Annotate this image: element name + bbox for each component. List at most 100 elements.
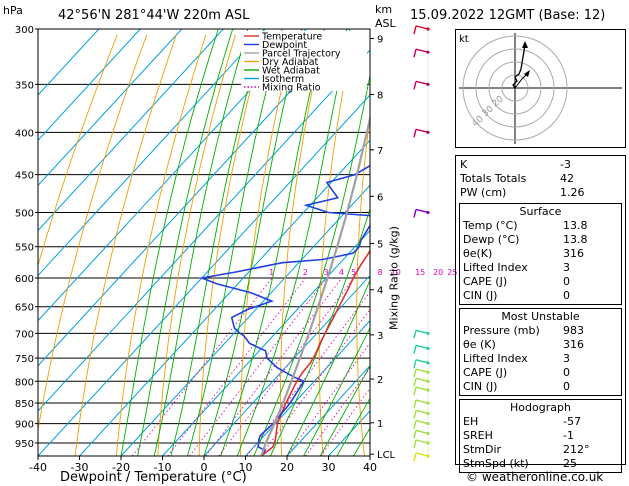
hodograph_table-row: SREH -1 (463, 429, 618, 443)
most_unstable-label: θe (K) (463, 338, 496, 351)
wind-barb-icon (413, 399, 417, 409)
hodograph_table-value: 25 (563, 457, 577, 470)
wind-barb-dot (426, 454, 430, 458)
isotherm-line (79, 139, 370, 456)
mixing-ratio-label: 15 (415, 268, 425, 277)
height-tick-label: 2 (377, 375, 383, 386)
most_unstable-value: 0 (563, 380, 570, 393)
wind-barb-icon (413, 129, 417, 138)
hodograph_table-value: -57 (563, 415, 581, 428)
temperature-tick-label: -30 (71, 461, 89, 474)
isotherm-line (38, 29, 266, 277)
isotherm-line (38, 49, 370, 412)
x-axis-title: Dewpoint / Temperature (°C) (60, 470, 247, 485)
wet-adiabat-line (236, 29, 351, 456)
pressure-tick-label: 550 (15, 243, 34, 254)
pressure-tick-label: 650 (15, 303, 34, 314)
pressure-unit-label: hPa (3, 4, 23, 17)
most_unstable-label: Lifted Index (463, 352, 528, 365)
hodograph: kt 20 30 40 (455, 29, 626, 148)
wind-barb-icon (413, 25, 417, 35)
wind-barb-icon (415, 359, 429, 364)
wet-adiabat-line (203, 29, 303, 456)
legend-entry: Isotherm (262, 74, 304, 85)
wind-barb-dot (426, 370, 430, 374)
surface-rows: Temp (°C) 13.8 Dewp (°C) 13.8 θe(K) 316 Lifted… (460, 219, 621, 304)
wet-adiabat-line (186, 29, 283, 456)
datetime-title: 15.09.2022 12GMT (Base: 12) (410, 8, 606, 23)
hodograph_table-value: -1 (563, 429, 574, 442)
mixing-ratio-label: 8 (378, 268, 383, 277)
pressure-tick-label: 750 (15, 354, 34, 365)
most_unstable-label: Pressure (mb) (463, 324, 540, 337)
wind-barb-icon (415, 25, 429, 30)
hodograph_table-label: EH (463, 415, 479, 428)
height-unit-label: km (375, 3, 393, 16)
wet-adiabat-line (137, 29, 234, 456)
mixing-ratio-label: 20 (433, 268, 443, 277)
wind-barb-icon (415, 48, 429, 53)
hodograph_table-row: EH -57 (463, 415, 618, 429)
wind-barb-icon (415, 452, 429, 457)
surface-value: 316 (563, 247, 584, 260)
indices-top-rows: K -3 Totals Totals 42 PW (cm) 1.26 (456, 156, 625, 200)
dry-adiabat-line (428, 35, 447, 456)
wet-adiabat-line (153, 29, 249, 456)
height-tick-label: 7 (377, 146, 383, 157)
wind-barb-icon (413, 359, 417, 369)
temperature-tick-label: -20 (112, 461, 130, 474)
hodograph-trace (512, 44, 526, 89)
most_unstable-row: Lifted Index 3 (463, 352, 618, 366)
temperature-tick-label: 10 (239, 461, 253, 474)
mixing-ratio-line (246, 291, 370, 456)
indices-row: PW (cm) 1.26 (460, 186, 621, 200)
height-tick-label: 6 (377, 192, 383, 203)
hodograph_table-label: StmDir (463, 443, 502, 456)
indices-value: 42 (560, 172, 574, 185)
most_unstable-row: Pressure (mb) 983 (463, 324, 618, 338)
hodograph-storm-arrow-icon (524, 70, 530, 77)
wind-barb-dot (426, 379, 430, 383)
hodograph-box: Hodograph EH -57 SREH -1 StmDir 212° StmSpd (k… (459, 399, 622, 473)
legend-entry: Temperature (261, 32, 322, 43)
wind-barb-icon (415, 368, 429, 373)
mixing-ratio-line (305, 367, 370, 456)
wind-barb-icon (413, 49, 417, 58)
surface-label: CAPE (J) (463, 275, 508, 288)
most_unstable-value: 3 (563, 352, 570, 365)
mixing-ratio-line (131, 277, 273, 456)
mixing-ratio-line (286, 342, 370, 456)
legend-background (241, 31, 367, 91)
height-tick-label: 4 (377, 286, 383, 297)
temperature-tick-label: 30 (322, 461, 336, 474)
most_unstable-value: 316 (563, 338, 584, 351)
wind-barb-icon (413, 430, 417, 439)
wind-barb-icon (415, 386, 429, 391)
wet-adiabat-line (120, 29, 219, 456)
wind-barb-dot (426, 431, 430, 436)
pressure-tick-label: 400 (15, 128, 34, 139)
dry-adiabat-line (74, 34, 177, 456)
mixing-ratio-axis-title: Mixing Ratio (g/kg) (387, 226, 401, 330)
mixing-ratio-label: 2 (303, 268, 308, 277)
wind-barb-dot (426, 210, 430, 215)
indices-table: K -3 Totals Totals 42 PW (cm) 1.26 Surface Te… (455, 155, 626, 473)
wind-barb-dot (426, 361, 430, 365)
surface-row: CIN (J) 0 (463, 289, 618, 303)
height-unit-label-asl: ASL (375, 17, 396, 30)
indices-row: K -3 (460, 158, 621, 172)
wind-barb-icon (415, 80, 429, 86)
mixing-ratio-label: 10 (391, 268, 401, 277)
hodograph_table-label: StmSpd (kt) (463, 457, 529, 470)
wind-barb-dot (426, 50, 430, 54)
wind-barb-icon (413, 386, 417, 396)
pressure-tick-label: 600 (15, 274, 34, 285)
dry-adiabat-line (38, 34, 118, 268)
isotherm-line (38, 29, 224, 232)
mixing-ratio-line (167, 277, 307, 456)
surface-label: Dewp (°C) (463, 233, 520, 246)
parcel-trajectory-line (260, 113, 370, 456)
hodograph_table-value: 212° (563, 443, 590, 456)
